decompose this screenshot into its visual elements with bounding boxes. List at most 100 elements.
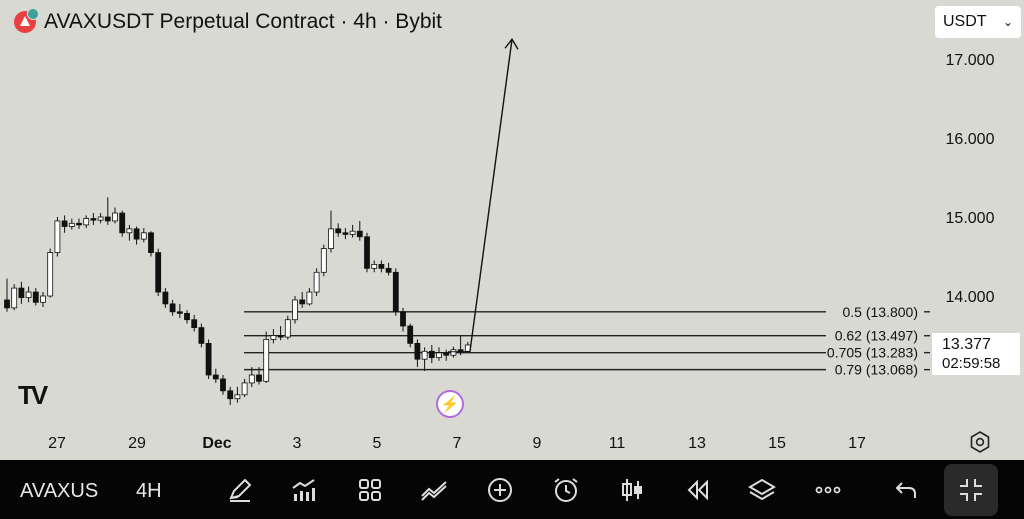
x-tick-label: 7	[453, 435, 462, 452]
lightning-icon[interactable]: ⚡	[436, 390, 464, 418]
currency-label: USDT	[943, 13, 987, 30]
y-tick-label: 17.000	[946, 52, 995, 69]
more-icon[interactable]	[814, 476, 842, 504]
candle-body	[112, 212, 118, 222]
candle-body	[335, 228, 342, 234]
fib-level-label: 0.62 (13.497)	[835, 328, 918, 344]
candle-body	[248, 374, 255, 384]
collapse-icon	[960, 479, 982, 501]
undo-icon[interactable]	[892, 476, 920, 504]
candles-icon[interactable]	[618, 476, 646, 504]
candle-body	[256, 374, 262, 382]
candle-body	[212, 374, 219, 380]
candle-body	[371, 263, 378, 269]
settings-icon[interactable]	[968, 430, 992, 454]
candle-body	[428, 350, 435, 359]
chart-area[interactable]: 17.000 16.000 15.000 14.000 27 29 Dec 3 5 7 9 11 13 1…	[0, 0, 1024, 460]
candle-body	[90, 218, 97, 221]
candle-body	[450, 349, 457, 356]
alarm-icon[interactable]	[552, 476, 580, 504]
candle-body	[198, 327, 205, 344]
candle-body	[54, 220, 61, 253]
exit-fullscreen-button[interactable]	[944, 464, 998, 516]
candle-body	[378, 263, 385, 269]
x-tick-label: 17	[848, 435, 866, 452]
candle-body	[227, 390, 234, 400]
candle-body	[342, 232, 349, 235]
candle-body	[40, 295, 46, 303]
candle-body	[4, 299, 10, 309]
candle-body	[364, 236, 370, 269]
candle-body	[47, 252, 54, 297]
candle-body	[61, 220, 68, 227]
x-tick-label: 11	[609, 435, 626, 452]
y-tick-label: 14.000	[946, 289, 995, 306]
candle-body	[277, 335, 284, 338]
candle-body	[400, 311, 406, 327]
symbol-button[interactable]: AVAXUS	[20, 480, 99, 502]
candlestick-plot[interactable]: 17.000 16.000 15.000 14.000 27 29 Dec 3 5 7 9 11 13 1…	[0, 0, 1024, 460]
last-price-label: 13.377 02:59:58	[932, 333, 1020, 375]
candle-body	[162, 291, 169, 305]
pencil-draw-icon[interactable]	[226, 476, 254, 504]
chevron-down-icon: ⌄	[1002, 15, 1013, 29]
x-tick-label: 15	[768, 435, 786, 452]
x-tick-label: 5	[373, 435, 382, 452]
candle-body	[407, 325, 414, 344]
candle-body	[140, 232, 147, 240]
last-price: 13.377	[942, 336, 991, 353]
candle-body	[436, 352, 442, 359]
candle-body	[176, 311, 183, 314]
compare-icon[interactable]	[420, 476, 448, 504]
candle-body	[104, 216, 111, 222]
candle-body	[205, 342, 212, 376]
bottom-toolbar: AVAXUS 4H	[0, 460, 1024, 519]
grid-layout-icon[interactable]	[356, 476, 384, 504]
candle-body	[184, 312, 190, 321]
fib-level-label: 0.705 (13.283)	[827, 345, 918, 361]
candle-body	[68, 222, 75, 227]
fib-level-label: 0.5 (13.800)	[843, 304, 919, 320]
projection-arrow-line	[469, 39, 513, 352]
candle-body	[25, 291, 32, 298]
add-circle-icon[interactable]	[486, 476, 514, 504]
interval-button[interactable]: 4H	[136, 480, 162, 502]
tradingview-logo[interactable]: TV	[18, 380, 48, 410]
candle-body	[169, 303, 176, 313]
candle-body	[234, 394, 241, 400]
candle-body	[32, 291, 39, 303]
x-tick-label: 3	[293, 435, 302, 452]
candle-body	[155, 252, 162, 293]
projection-arrow-head	[504, 38, 519, 50]
candle-body	[443, 352, 450, 356]
candle-body	[119, 212, 126, 234]
candle-body	[97, 216, 104, 221]
candle-body	[241, 382, 248, 396]
candle-body	[148, 232, 154, 253]
candle-body	[191, 319, 198, 329]
candle-body	[263, 339, 270, 382]
candle-body	[133, 228, 140, 240]
layers-icon[interactable]	[748, 476, 776, 504]
replay-icon[interactable]	[684, 476, 712, 504]
candle-body	[457, 349, 464, 352]
candle-body	[126, 228, 133, 234]
candle-body	[76, 222, 82, 226]
indicators-icon[interactable]	[290, 476, 318, 504]
x-tick-label: Dec	[202, 435, 231, 452]
candle-body	[328, 228, 334, 250]
currency-dropdown[interactable]: USDT ⌄	[935, 6, 1021, 38]
candle-body	[414, 342, 421, 360]
x-tick-label: 13	[688, 435, 706, 452]
x-tick-label: 9	[533, 435, 542, 452]
y-tick-label: 15.000	[946, 210, 995, 227]
candle-body	[83, 218, 90, 226]
fib-level-label: 0.79 (13.068)	[835, 362, 918, 378]
candle-body	[284, 319, 291, 338]
candle-body	[392, 271, 399, 313]
x-tick-label: 27	[48, 435, 66, 452]
y-tick-label: 16.000	[946, 131, 995, 148]
chart-title: AVAXUSDT Perpetual Contract · 4h · Bybit	[44, 10, 442, 33]
candle-body	[385, 267, 392, 273]
candle-body	[421, 350, 428, 360]
